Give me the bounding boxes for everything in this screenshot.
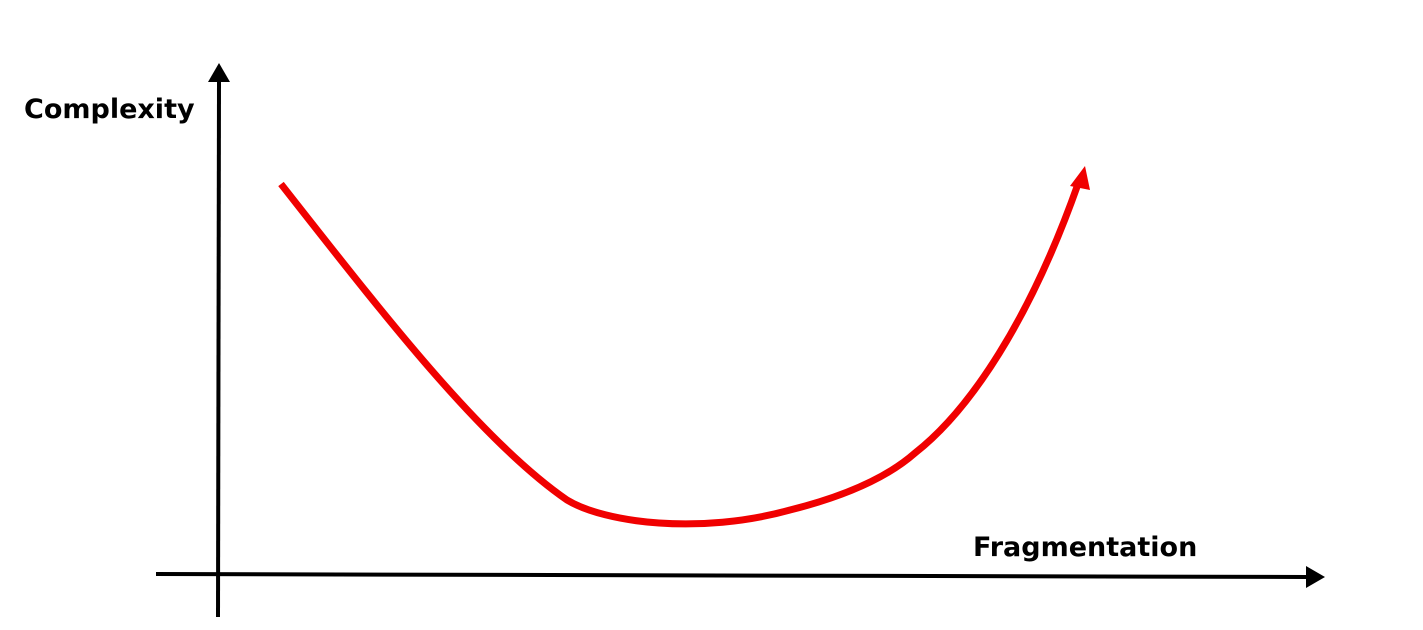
x-axis bbox=[155, 566, 1325, 588]
trend-curve-line bbox=[278, 181, 1082, 528]
x-axis-label: Fragmentation bbox=[973, 532, 1197, 563]
curve-arrowhead-icon bbox=[1070, 166, 1090, 190]
y-axis bbox=[208, 63, 230, 618]
y-axis-arrowhead-icon bbox=[208, 63, 230, 82]
y-axis-line bbox=[216, 79, 221, 618]
x-axis-line bbox=[155, 572, 1307, 579]
trend-curve bbox=[278, 166, 1090, 528]
y-axis-label: Complexity bbox=[24, 94, 195, 125]
x-axis-arrowhead-icon bbox=[1306, 566, 1325, 588]
